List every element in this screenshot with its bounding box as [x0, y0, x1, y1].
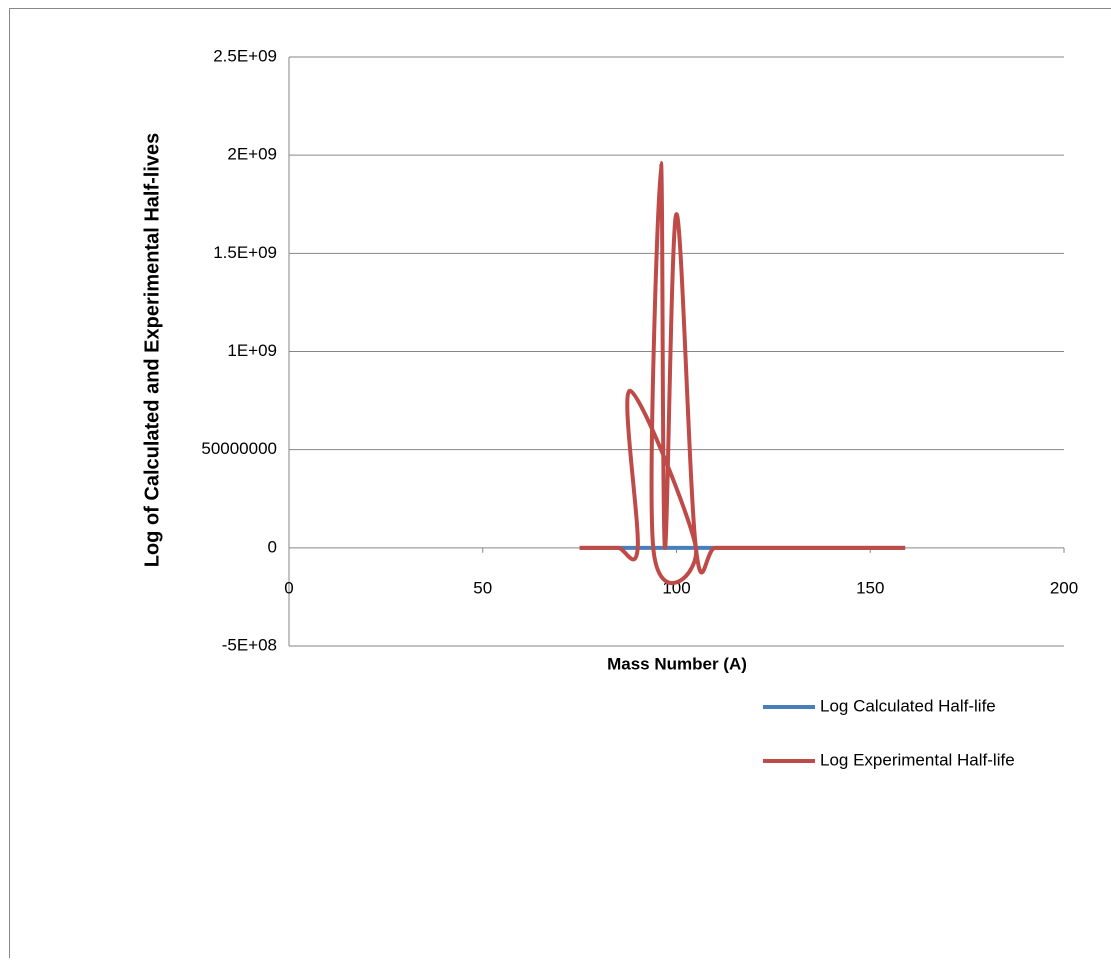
legend-label: Log Calculated Half-life: [820, 696, 996, 715]
x-axis-title: Mass Number (A): [607, 654, 747, 673]
x-tick-label: 50: [473, 578, 492, 597]
legend-label: Log Experimental Half-life: [820, 750, 1015, 769]
y-tick-label: 1.5E+09: [213, 243, 277, 262]
x-tick-label: 200: [1050, 578, 1078, 597]
y-axis-title: Log of Calculated and Experimental Half-…: [141, 133, 163, 568]
y-tick-label: 50000000: [201, 439, 277, 458]
y-tick-label: -5E+08: [222, 635, 277, 654]
y-tick-label: 1E+09: [227, 341, 277, 360]
y-tick-label: 2.5E+09: [213, 46, 277, 65]
y-tick-label: 0: [268, 537, 277, 556]
x-tick-label: 150: [856, 578, 884, 597]
y-tick-label: 2E+09: [227, 145, 277, 164]
chart-border: [10, 9, 1111, 959]
x-tick-label: 0: [284, 578, 293, 597]
